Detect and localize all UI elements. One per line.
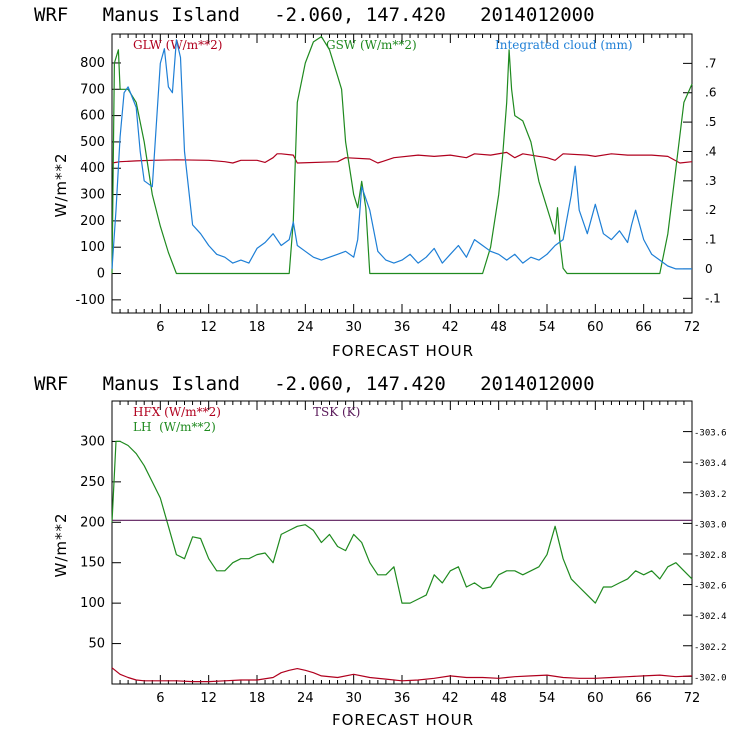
x-tick-label: 60 — [587, 320, 604, 335]
y2-tick-label: .2 — [705, 203, 716, 217]
y-tick-label: 400 — [80, 161, 105, 176]
series-hfx-w-m-2 — [111, 667, 693, 683]
bottom-chart-ylabel: W/m**2 — [52, 512, 70, 577]
y2-tick-label: -303.2 — [694, 490, 727, 500]
top-chart-series — [111, 35, 693, 275]
y-tick-label: 100 — [80, 240, 105, 255]
y2-tick-label: .4 — [705, 144, 716, 158]
y-tick-label: -100 — [75, 293, 105, 308]
series-gsw-w-m-2 — [111, 35, 693, 275]
y-tick-label: 200 — [80, 515, 105, 530]
x-tick-label: 72 — [684, 320, 701, 335]
x-tick-label: 72 — [684, 691, 701, 706]
x-tick-label: 36 — [394, 691, 411, 706]
x-tick-label: 30 — [345, 320, 362, 335]
series-glw-w-m-2 — [111, 151, 693, 164]
series-lh-w-m-2 — [111, 440, 693, 604]
y2-tick-label: .3 — [705, 174, 716, 188]
y2-tick-label: -303.6 — [694, 429, 727, 439]
y-tick-label: 200 — [80, 214, 105, 229]
y2-tick-label: .6 — [705, 86, 716, 100]
bottom-chart-frame — [111, 400, 693, 685]
x-tick-label: 60 — [587, 691, 604, 706]
bottom-chart-title: WRF Manus Island -2.060, 147.420 2014012… — [34, 373, 595, 395]
y2-tick-label: -302.2 — [694, 643, 727, 653]
bottom-chart-xlabel: FORECAST HOUR — [332, 711, 474, 729]
x-tick-label: 12 — [200, 320, 217, 335]
y2-tick-label: .5 — [705, 115, 716, 129]
x-tick-label: 12 — [200, 691, 217, 706]
y-tick-label: 100 — [80, 596, 105, 611]
x-tick-label: 42 — [442, 320, 459, 335]
x-tick-label: 6 — [156, 691, 164, 706]
bottom-chart: WRF Manus Island -2.060, 147.420 2014012… — [34, 373, 727, 729]
y2-tick-label: -303.0 — [694, 520, 727, 530]
x-tick-label: 54 — [539, 691, 556, 706]
x-tick-label: 6 — [156, 320, 164, 335]
series-integrated-cloud-mm — [111, 39, 692, 270]
x-tick-label: 24 — [297, 320, 314, 335]
y-tick-label: 300 — [80, 434, 105, 449]
top-chart-frame — [111, 33, 693, 314]
y2-tick-label: -302.6 — [694, 582, 727, 592]
x-tick-label: 42 — [442, 691, 459, 706]
y-tick-label: 800 — [80, 56, 105, 71]
bottom-chart-axes: 6 12 18 24 30 36 42 48 54 60 66 72 50 100 150 200 250 300… — [80, 401, 727, 706]
x-tick-label: 66 — [635, 320, 652, 335]
y-tick-label: 250 — [80, 475, 105, 490]
x-tick-label: 18 — [249, 691, 266, 706]
y-tick-label: 600 — [80, 109, 105, 124]
top-legend-gsw: GSW (W/m**2) — [326, 38, 417, 52]
x-tick-label: 18 — [249, 320, 266, 335]
top-chart: WRF Manus Island -2.060, 147.420 2014012… — [34, 4, 721, 360]
y2-tick-label: -303.4 — [694, 459, 727, 469]
x-tick-label: 66 — [635, 691, 652, 706]
y-tick-label: 50 — [88, 637, 105, 652]
y2-tick-label: 0 — [705, 262, 713, 276]
y2-tick-label: -302.0 — [694, 673, 727, 683]
x-tick-label: 36 — [394, 320, 411, 335]
bottom-legend-tsk: TSK (K) — [313, 405, 360, 419]
top-chart-ylabel: W/m**2 — [52, 152, 70, 217]
top-chart-xlabel: FORECAST HOUR — [332, 342, 474, 360]
x-tick-label: 48 — [490, 691, 507, 706]
x-tick-label: 48 — [490, 320, 507, 335]
y-tick-label: 300 — [80, 188, 105, 203]
y2-tick-label: .1 — [705, 233, 716, 247]
y-tick-label: 700 — [80, 82, 105, 97]
y-tick-label: 500 — [80, 135, 105, 150]
bottom-chart-series — [111, 440, 693, 683]
bottom-legend-hfx: HFX (W/m**2) — [133, 405, 221, 419]
y2-tick-label: .7 — [705, 56, 716, 70]
top-chart-title: WRF Manus Island -2.060, 147.420 2014012… — [34, 4, 595, 26]
bottom-legend-lh: LH (W/m**2) — [133, 420, 216, 434]
y-tick-label: 150 — [80, 556, 105, 571]
y2-tick-label: -302.4 — [694, 612, 727, 622]
x-tick-label: 54 — [539, 320, 556, 335]
top-chart-axes: 6 12 18 24 30 36 42 48 54 60 66 72 -100 0 100 200 300 400… — [75, 34, 721, 335]
x-tick-label: 30 — [345, 691, 362, 706]
y2-tick-label: -302.8 — [694, 551, 727, 561]
x-tick-label: 24 — [297, 691, 314, 706]
y2-tick-label: -.1 — [705, 291, 721, 305]
top-legend-cloud: Integrated cloud (mm) — [495, 38, 633, 52]
y-tick-label: 0 — [97, 267, 105, 282]
